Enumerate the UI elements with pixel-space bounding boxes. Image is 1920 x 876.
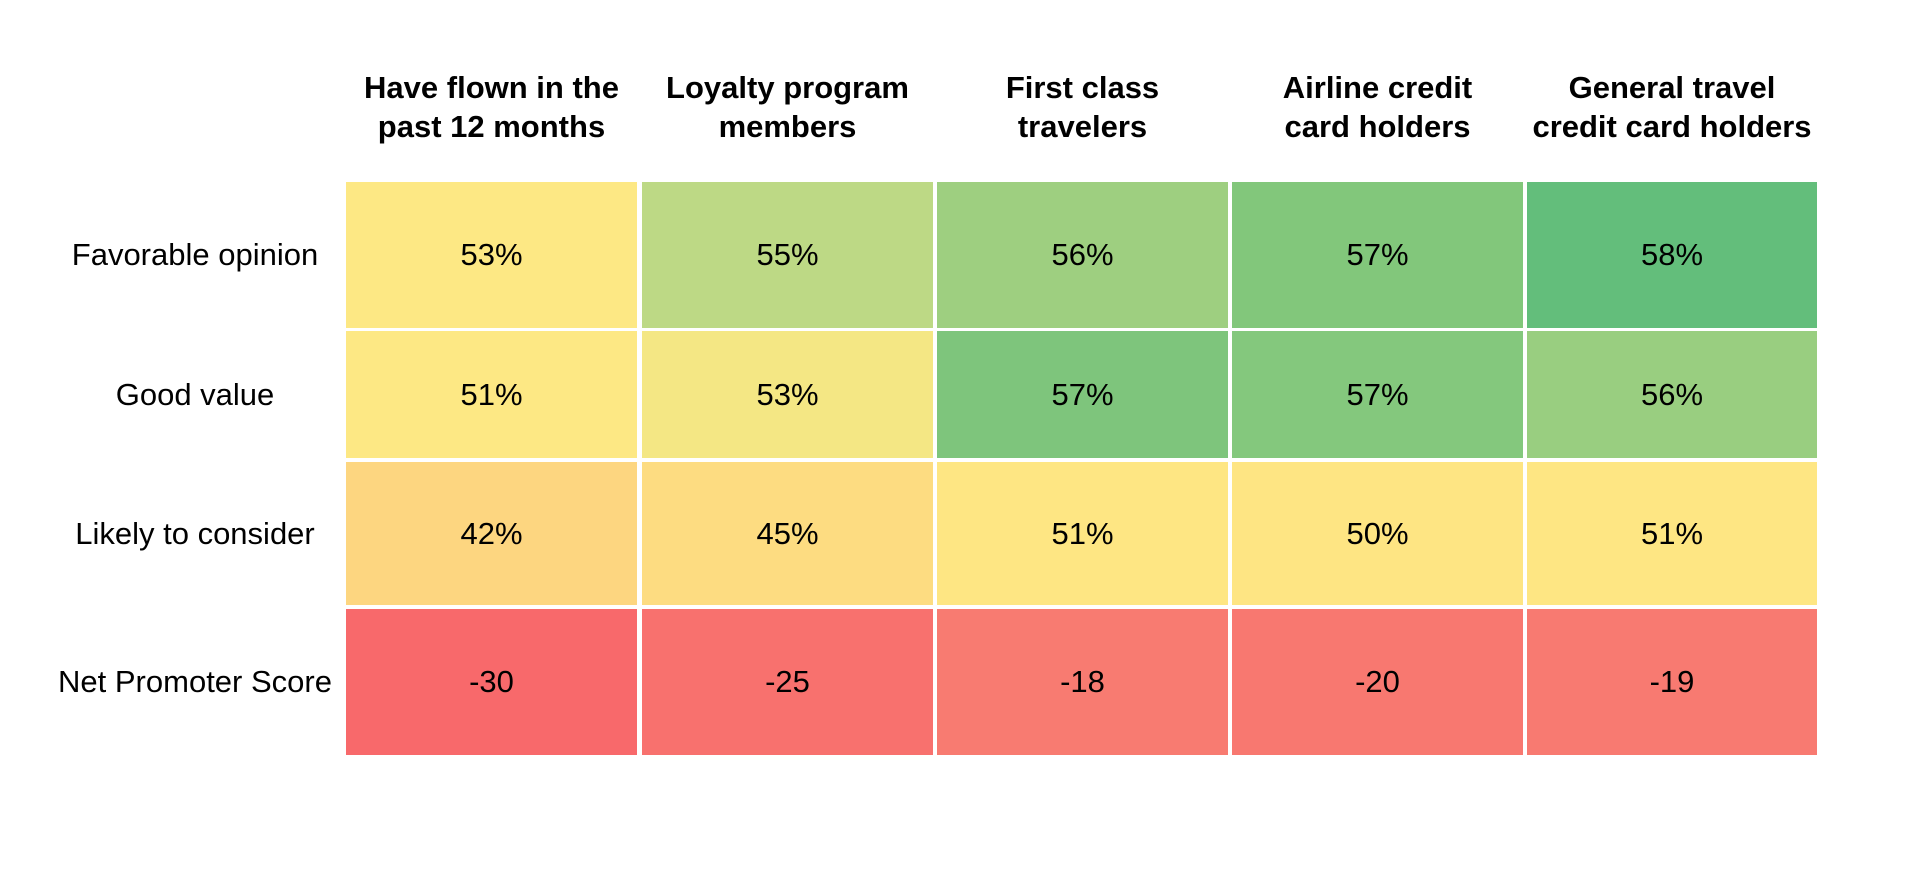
heatmap-cell: 53%	[346, 182, 637, 328]
heatmap-cell: 53%	[642, 331, 933, 458]
heatmap-cell: 55%	[642, 182, 933, 328]
heatmap-cell: 56%	[1527, 331, 1817, 458]
column-header: Airline credit card holders	[1282, 70, 1473, 144]
heatmap-cell: 51%	[346, 331, 637, 458]
row-label: Favorable opinion	[71, 237, 319, 272]
heatmap-cell: 45%	[642, 462, 933, 605]
column-header: Have flown in the past 12 months	[364, 70, 619, 144]
heatmap-cell: 57%	[937, 331, 1228, 458]
column-header: General travel credit card holders	[1532, 70, 1812, 144]
heatmap-cell: 58%	[1527, 182, 1817, 328]
column-header: First class travelers	[1005, 70, 1160, 144]
heatmap-cell: 51%	[1527, 462, 1817, 605]
heatmap-cell: 57%	[1232, 331, 1523, 458]
row-label: Good value	[115, 376, 275, 412]
row-label: Likely to consider	[75, 515, 315, 551]
heatmap-cell: 42%	[346, 462, 637, 605]
heatmap-cell: -19	[1527, 609, 1817, 755]
heatmap-cell: 56%	[937, 182, 1228, 328]
row-label: Net Promoter Score	[58, 664, 332, 699]
heatmap-cell: 51%	[937, 462, 1228, 605]
heatmap-cell: -18	[937, 609, 1228, 755]
heatmap-cell: -30	[346, 609, 637, 755]
heatmap-cell: 50%	[1232, 462, 1523, 605]
heatmap-cell: 57%	[1232, 182, 1523, 328]
heatmap-cell: -20	[1232, 609, 1523, 755]
column-header: Loyalty program members	[666, 70, 909, 144]
heatmap-cell: -25	[642, 609, 933, 755]
